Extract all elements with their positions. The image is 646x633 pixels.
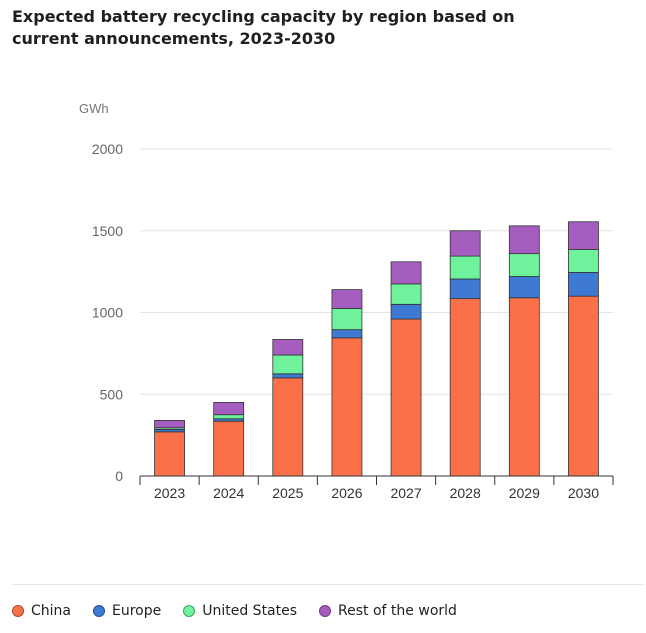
x-tick-label: 2027 (390, 485, 421, 501)
legend-label: Rest of the world (338, 603, 457, 619)
x-tick-label: 2028 (450, 485, 481, 501)
bar-segment (154, 431, 185, 477)
legend-item: United States (183, 603, 297, 619)
bar-segment (272, 373, 304, 379)
bar-segment (568, 272, 599, 297)
y-tick-label: 1500 (92, 223, 123, 239)
x-tick-label: 2023 (154, 485, 185, 501)
bar-segment (331, 337, 363, 477)
bar-segment (508, 297, 540, 477)
bar-segment (272, 339, 304, 356)
x-tick-label: 2030 (568, 485, 599, 501)
y-tick-label: 0 (115, 468, 123, 484)
bar-segment (568, 295, 599, 477)
legend-item: China (12, 603, 71, 619)
bar-segment (213, 420, 245, 477)
gridlines (140, 148, 613, 395)
bar-segment (449, 255, 481, 280)
legend-swatch (93, 605, 105, 617)
bar-segment (213, 414, 245, 420)
bar-segment (213, 402, 245, 416)
x-axis: 2023 2024 2025 2026 2027 2028 2029 2030 (139, 475, 614, 501)
bar-segment (390, 261, 422, 285)
bar-segment (449, 230, 481, 257)
bar-segment (272, 377, 304, 477)
legend-swatch (183, 605, 196, 617)
bar-segment (390, 283, 422, 305)
x-tick-label: 2025 (272, 485, 303, 501)
bar-segment (449, 278, 481, 300)
bar-segment (568, 221, 599, 250)
bar-segment (449, 298, 481, 477)
legend-swatch (319, 605, 332, 617)
y-tick-label: 2000 (92, 141, 123, 157)
bar-segment (568, 249, 599, 273)
bar-segment (331, 308, 363, 331)
legend-divider (12, 584, 644, 585)
legend: China Europe United States Rest of the worl… (12, 603, 457, 619)
y-tick-label: 500 (100, 386, 124, 402)
y-axis-label: GWh (79, 101, 109, 116)
bars (154, 221, 599, 477)
bar-segment (508, 253, 540, 277)
x-tick-label: 2026 (331, 485, 362, 501)
bar-segment (390, 303, 422, 320)
legend-item: Rest of the world (319, 603, 457, 619)
bar-segment (390, 318, 422, 477)
legend-label: Europe (112, 603, 162, 619)
bar-segment (154, 420, 185, 429)
legend-label: China (31, 603, 71, 619)
bar-segment (331, 289, 363, 309)
x-tick-label: 2029 (509, 485, 540, 501)
x-tick-label: 2024 (213, 485, 244, 501)
legend-swatch (12, 605, 24, 617)
legend-label: United States (202, 603, 298, 619)
bar-segment (508, 276, 540, 299)
bar-segment (272, 354, 304, 375)
y-tick-label: 1000 (92, 305, 123, 321)
bar-segment (508, 225, 540, 255)
legend-item: Europe (93, 603, 161, 619)
y-axis-ticks: 0 500 1000 1500 2000 (92, 141, 123, 484)
bar-segment (331, 329, 363, 339)
chart-title: Expected battery recycling capacity by r… (12, 7, 515, 48)
